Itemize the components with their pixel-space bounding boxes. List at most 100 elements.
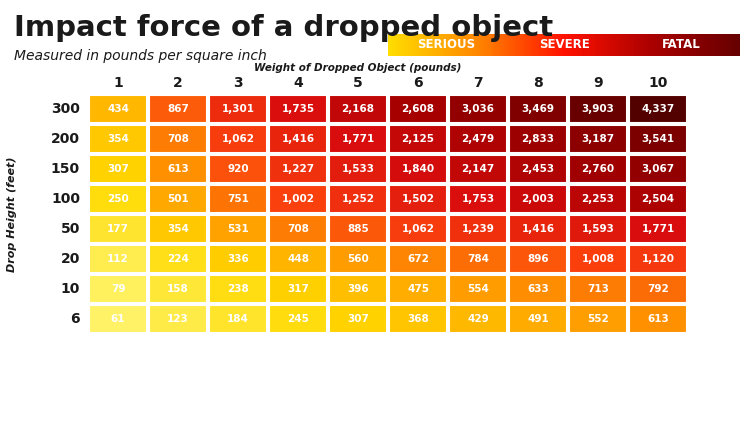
Bar [446,34,448,56]
Bar [642,34,644,56]
Bar [462,34,464,56]
Bar [554,34,556,56]
Text: 2,608: 2,608 [402,104,434,114]
Bar [634,34,636,56]
Text: 1,753: 1,753 [462,194,494,204]
Bar [422,34,424,56]
Bar [716,34,718,56]
Bar [511,34,514,56]
Bar [631,34,633,56]
Text: 3,187: 3,187 [582,134,614,144]
Bar [650,34,653,56]
Bar [712,34,714,56]
Bar [662,34,665,56]
Bar [416,34,418,56]
Bar [400,34,403,56]
Bar [569,95,627,123]
Bar [548,34,551,56]
Bar [580,34,582,56]
Bar [474,34,477,56]
Bar [735,34,737,56]
Bar [571,34,574,56]
Bar [555,34,557,56]
Bar [666,34,668,56]
Text: 307: 307 [347,314,369,324]
Bar [329,275,387,303]
Bar [559,34,561,56]
Bar [414,34,417,56]
Text: 713: 713 [587,284,609,294]
Bar [464,34,466,56]
Bar [620,34,622,56]
Bar [472,34,475,56]
Bar [694,34,696,56]
Bar [389,215,447,243]
Bar [497,34,500,56]
Text: 434: 434 [107,104,129,114]
Bar [629,155,687,183]
Bar [731,34,733,56]
Bar [492,34,494,56]
Bar [149,305,207,333]
Bar [269,305,327,333]
Bar [689,34,691,56]
Text: 354: 354 [167,224,189,234]
Bar [606,34,608,56]
Bar [434,34,436,56]
Text: 1: 1 [113,76,123,90]
Bar [569,155,627,183]
Bar [596,34,598,56]
Bar [550,34,552,56]
Bar [573,34,575,56]
Text: 368: 368 [407,314,429,324]
Bar [629,34,631,56]
Text: 336: 336 [227,254,249,264]
Bar [89,305,147,333]
Bar [673,34,676,56]
Bar [495,34,497,56]
Text: 531: 531 [227,224,249,234]
Bar [509,125,567,153]
Text: 792: 792 [647,284,669,294]
Bar [710,34,713,56]
Bar [329,125,387,153]
Bar [409,34,411,56]
Bar [149,275,207,303]
Bar [427,34,429,56]
Bar [329,215,387,243]
Bar [617,34,619,56]
Bar [513,34,515,56]
Bar [483,34,485,56]
Text: Drop Height (feet): Drop Height (feet) [7,156,17,272]
Text: 7: 7 [473,76,482,90]
Bar [574,34,576,56]
Bar [89,185,147,213]
Text: 10: 10 [61,282,80,296]
Bar [449,305,507,333]
Bar [209,185,267,213]
Bar [656,34,658,56]
Bar [659,34,662,56]
Text: 3,036: 3,036 [462,104,494,114]
Bar [439,34,441,56]
Bar [501,34,503,56]
Bar [588,34,591,56]
Bar [699,34,702,56]
Bar [585,34,588,56]
Bar [329,155,387,183]
Bar [469,34,471,56]
Bar [569,125,627,153]
Bar [485,34,487,56]
Bar [583,34,585,56]
Bar [418,34,420,56]
Bar [441,34,443,56]
Bar [657,34,659,56]
Bar [717,34,719,56]
Bar [444,34,446,56]
Bar [525,34,528,56]
Text: 6: 6 [413,76,423,90]
Bar [564,34,566,56]
Bar [494,34,496,56]
Bar [149,125,207,153]
Bar [391,34,394,56]
